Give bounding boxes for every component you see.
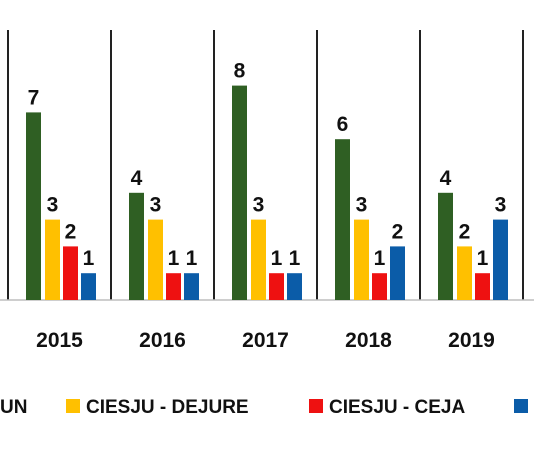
value-label: 8	[234, 60, 246, 83]
value-label: 1	[83, 247, 95, 270]
value-label: 3	[356, 194, 368, 217]
legend: UN CIESJU - DEJURE CIESJU - CEJA	[0, 397, 528, 418]
bar-2019-series-4	[493, 219, 508, 300]
value-label: 6	[337, 113, 349, 136]
x-tick-label: 2018	[345, 329, 392, 352]
x-tick-labels: 2015 2016 2017 2018 2019	[36, 329, 495, 352]
value-label: 1	[186, 247, 198, 270]
bar-2015-series-3	[63, 246, 78, 300]
x-tick-label: 2017	[242, 329, 289, 352]
bar-2017-series-3	[269, 273, 284, 300]
bar-2018-series-2	[354, 219, 369, 300]
value-label: 1	[168, 247, 180, 270]
bar-2019-series-3	[475, 273, 490, 300]
value-label: 3	[253, 194, 265, 217]
bar-2016-series-4	[184, 273, 199, 300]
bar-2017-series-1	[232, 85, 247, 300]
bar-2018-series-3	[372, 273, 387, 300]
x-tick-label: 2019	[448, 329, 495, 352]
bar-2016-series-2	[148, 219, 163, 300]
legend-swatch-2	[66, 399, 80, 413]
bar-2019-series-1	[438, 192, 453, 300]
bar-2015-series-2	[45, 219, 60, 300]
value-label: 4	[440, 167, 452, 190]
value-label: 4	[131, 167, 143, 190]
value-label: 2	[392, 220, 404, 243]
bars-layer	[26, 85, 508, 301]
legend-swatch-3	[309, 399, 323, 413]
year-dividers	[7, 30, 524, 300]
value-label: 1	[271, 247, 283, 270]
value-label: 3	[150, 194, 162, 217]
value-label: 1	[289, 247, 301, 270]
bar-2018-series-4	[390, 246, 405, 300]
value-label: 7	[28, 86, 40, 109]
legend-swatch-4	[514, 399, 528, 413]
bar-2017-series-4	[287, 273, 302, 300]
bar-2016-series-3	[166, 273, 181, 300]
bar-2016-series-1	[129, 192, 144, 300]
value-label: 3	[495, 194, 507, 217]
bar-2015-series-1	[26, 112, 41, 301]
x-tick-label: 2015	[36, 329, 83, 352]
bar-2017-series-2	[251, 219, 266, 300]
value-label: 2	[459, 220, 471, 243]
legend-label-3: CIESJU - CEJA	[329, 397, 465, 418]
value-label: 1	[477, 247, 489, 270]
value-label: 3	[47, 194, 59, 217]
legend-label-1: UN	[0, 397, 27, 418]
value-label: 1	[374, 247, 386, 270]
legend-label-2: CIESJU - DEJURE	[86, 397, 249, 418]
x-tick-label: 2016	[139, 329, 186, 352]
bar-2019-series-2	[457, 246, 472, 300]
value-label: 2	[65, 220, 77, 243]
bar-2018-series-1	[335, 139, 350, 300]
bar-2015-series-4	[81, 273, 96, 300]
